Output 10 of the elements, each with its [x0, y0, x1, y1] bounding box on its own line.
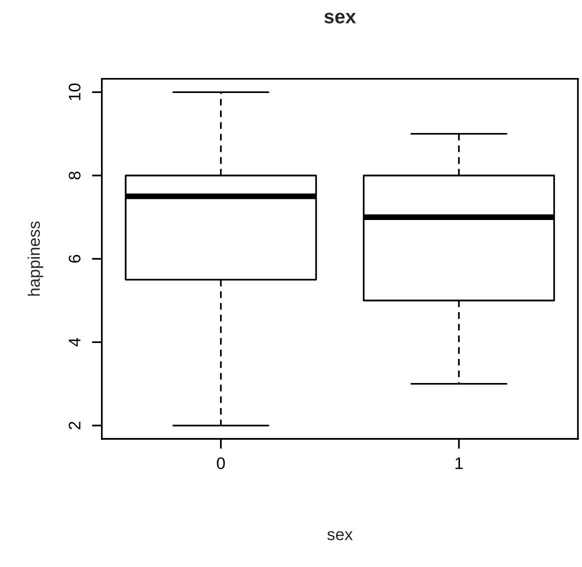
x-tick-label: 1 — [456, 458, 463, 469]
y-tick-label: 6 — [68, 254, 80, 263]
chart-title: sex — [324, 12, 356, 24]
x-axis-title: sex — [327, 531, 353, 540]
y-tick-label: 10 — [68, 84, 80, 100]
y-tick-label: 4 — [68, 338, 80, 346]
y-axis-title: happiness — [28, 221, 44, 296]
y-tick-label: 8 — [68, 172, 80, 180]
y-tick-label: 2 — [68, 422, 80, 430]
x-tick-label: 0 — [216, 457, 225, 470]
